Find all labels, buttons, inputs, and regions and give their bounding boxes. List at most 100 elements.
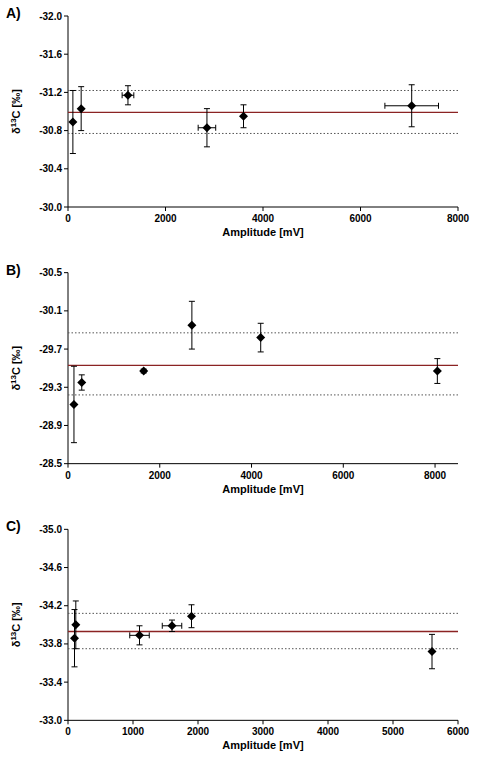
data-point <box>139 367 148 376</box>
x-tick <box>458 207 459 211</box>
y-error-cap <box>71 366 77 367</box>
y-axis-label: δ13C [‰] <box>9 89 22 134</box>
panel-title: A) <box>6 5 21 21</box>
data-point <box>187 612 196 621</box>
data-point <box>70 634 79 643</box>
y-tick-label: -33.0 <box>39 715 62 726</box>
x-tick <box>393 720 394 724</box>
data-point <box>239 112 248 121</box>
x-tick-label: 2000 <box>154 213 177 224</box>
x-tick-label: 8000 <box>447 213 470 224</box>
x-tick <box>343 464 344 468</box>
y-error-cap <box>70 90 76 91</box>
limit-line <box>68 133 458 134</box>
data-point <box>71 620 80 629</box>
y-error-cap <box>125 104 131 105</box>
y-tick <box>64 207 68 208</box>
x-error-cap <box>122 92 123 98</box>
x-error-cap <box>384 103 385 109</box>
y-tick-label: -31.2 <box>39 87 62 98</box>
x-tick <box>159 464 160 468</box>
y-axis-label-part: C [‰] <box>10 345 22 375</box>
y-tick-label: -29.7 <box>39 344 62 355</box>
x-tick <box>68 464 69 468</box>
x-axis <box>68 207 458 208</box>
y-tick <box>64 16 68 17</box>
x-tick <box>435 464 436 468</box>
data-point <box>202 123 211 132</box>
panel: C)-35.0-34.6-34.2-33.8-33.4-33.001000200… <box>6 518 470 751</box>
x-axis <box>68 463 458 464</box>
x-tick <box>198 720 199 724</box>
x-tick-label: 0 <box>65 726 71 737</box>
y-tick <box>64 310 68 311</box>
limit-line <box>68 394 458 395</box>
x-tick <box>133 720 134 724</box>
data-point <box>428 647 437 656</box>
data-point <box>68 118 77 127</box>
x-axis-label: Amplitude [mV] <box>222 739 304 751</box>
y-tick-label: -35.0 <box>39 524 62 535</box>
y-tick <box>64 54 68 55</box>
y-tick <box>64 349 68 350</box>
y-error-cap <box>189 604 195 605</box>
x-tick <box>165 207 166 211</box>
x-tick-label: 1000 <box>122 726 145 737</box>
y-tick-label: -34.2 <box>39 600 62 611</box>
y-error-cap <box>409 126 415 127</box>
x-tick-label: 8000 <box>424 470 447 481</box>
y-error-cap <box>429 634 435 635</box>
y-error-cap <box>434 358 440 359</box>
y-error-cap <box>258 323 264 324</box>
y-error-cap <box>169 620 175 621</box>
panel: B)-30.5-30.1-29.7-29.3-28.9-28.502000400… <box>6 262 458 495</box>
mean-line <box>68 112 458 113</box>
x-tick-label: 0 <box>65 470 71 481</box>
x-tick-label: 6000 <box>349 213 372 224</box>
y-error-cap <box>241 104 247 105</box>
data-point <box>135 631 144 640</box>
x-tick-label: 4000 <box>317 726 340 737</box>
x-tick-label: 6000 <box>447 726 470 737</box>
y-tick-label: -34.6 <box>39 562 62 573</box>
y-axis-label-part: C [‰] <box>10 602 22 632</box>
y-axis-label: δ13C [‰] <box>9 602 22 647</box>
y-axis <box>68 16 69 207</box>
x-tick <box>360 207 361 211</box>
y-error-cap <box>204 108 210 109</box>
x-error-cap <box>162 623 163 629</box>
panel: A)-32.0-31.6-31.2-30.8-30.4-30.002000400… <box>6 5 470 238</box>
y-error-cap <box>189 301 195 302</box>
limit-line <box>68 90 458 91</box>
y-axis-label-part: C [‰] <box>10 89 22 119</box>
plot-area <box>68 85 458 154</box>
y-tick-label: -30.4 <box>39 163 62 174</box>
x-error-cap <box>181 623 182 629</box>
y-error-cap <box>72 666 78 667</box>
data-point <box>77 104 86 113</box>
x-tick-label: 0 <box>65 213 71 224</box>
data-point <box>433 367 442 376</box>
x-tick <box>458 720 459 724</box>
x-error-cap <box>129 632 130 638</box>
y-error-cap <box>189 349 195 350</box>
limit-line <box>68 613 458 614</box>
y-error-cap <box>125 85 131 86</box>
data-point <box>77 378 86 387</box>
y-tick-label: -28.9 <box>39 420 62 431</box>
y-tick-label: -30.1 <box>39 305 62 316</box>
x-error-cap <box>215 125 216 131</box>
y-tick <box>64 387 68 388</box>
data-point <box>407 101 416 110</box>
x-tick <box>263 207 264 211</box>
x-tick <box>68 207 69 211</box>
y-tick <box>64 92 68 93</box>
y-error-cap <box>79 390 85 391</box>
x-tick-label: 5000 <box>382 726 405 737</box>
x-error-cap <box>438 103 439 109</box>
x-axis-label: Amplitude [mV] <box>222 226 304 238</box>
x-tick-label: 2000 <box>149 470 172 481</box>
y-error-cap <box>73 648 79 649</box>
plot-area <box>68 601 458 669</box>
y-error-cap <box>71 442 77 443</box>
